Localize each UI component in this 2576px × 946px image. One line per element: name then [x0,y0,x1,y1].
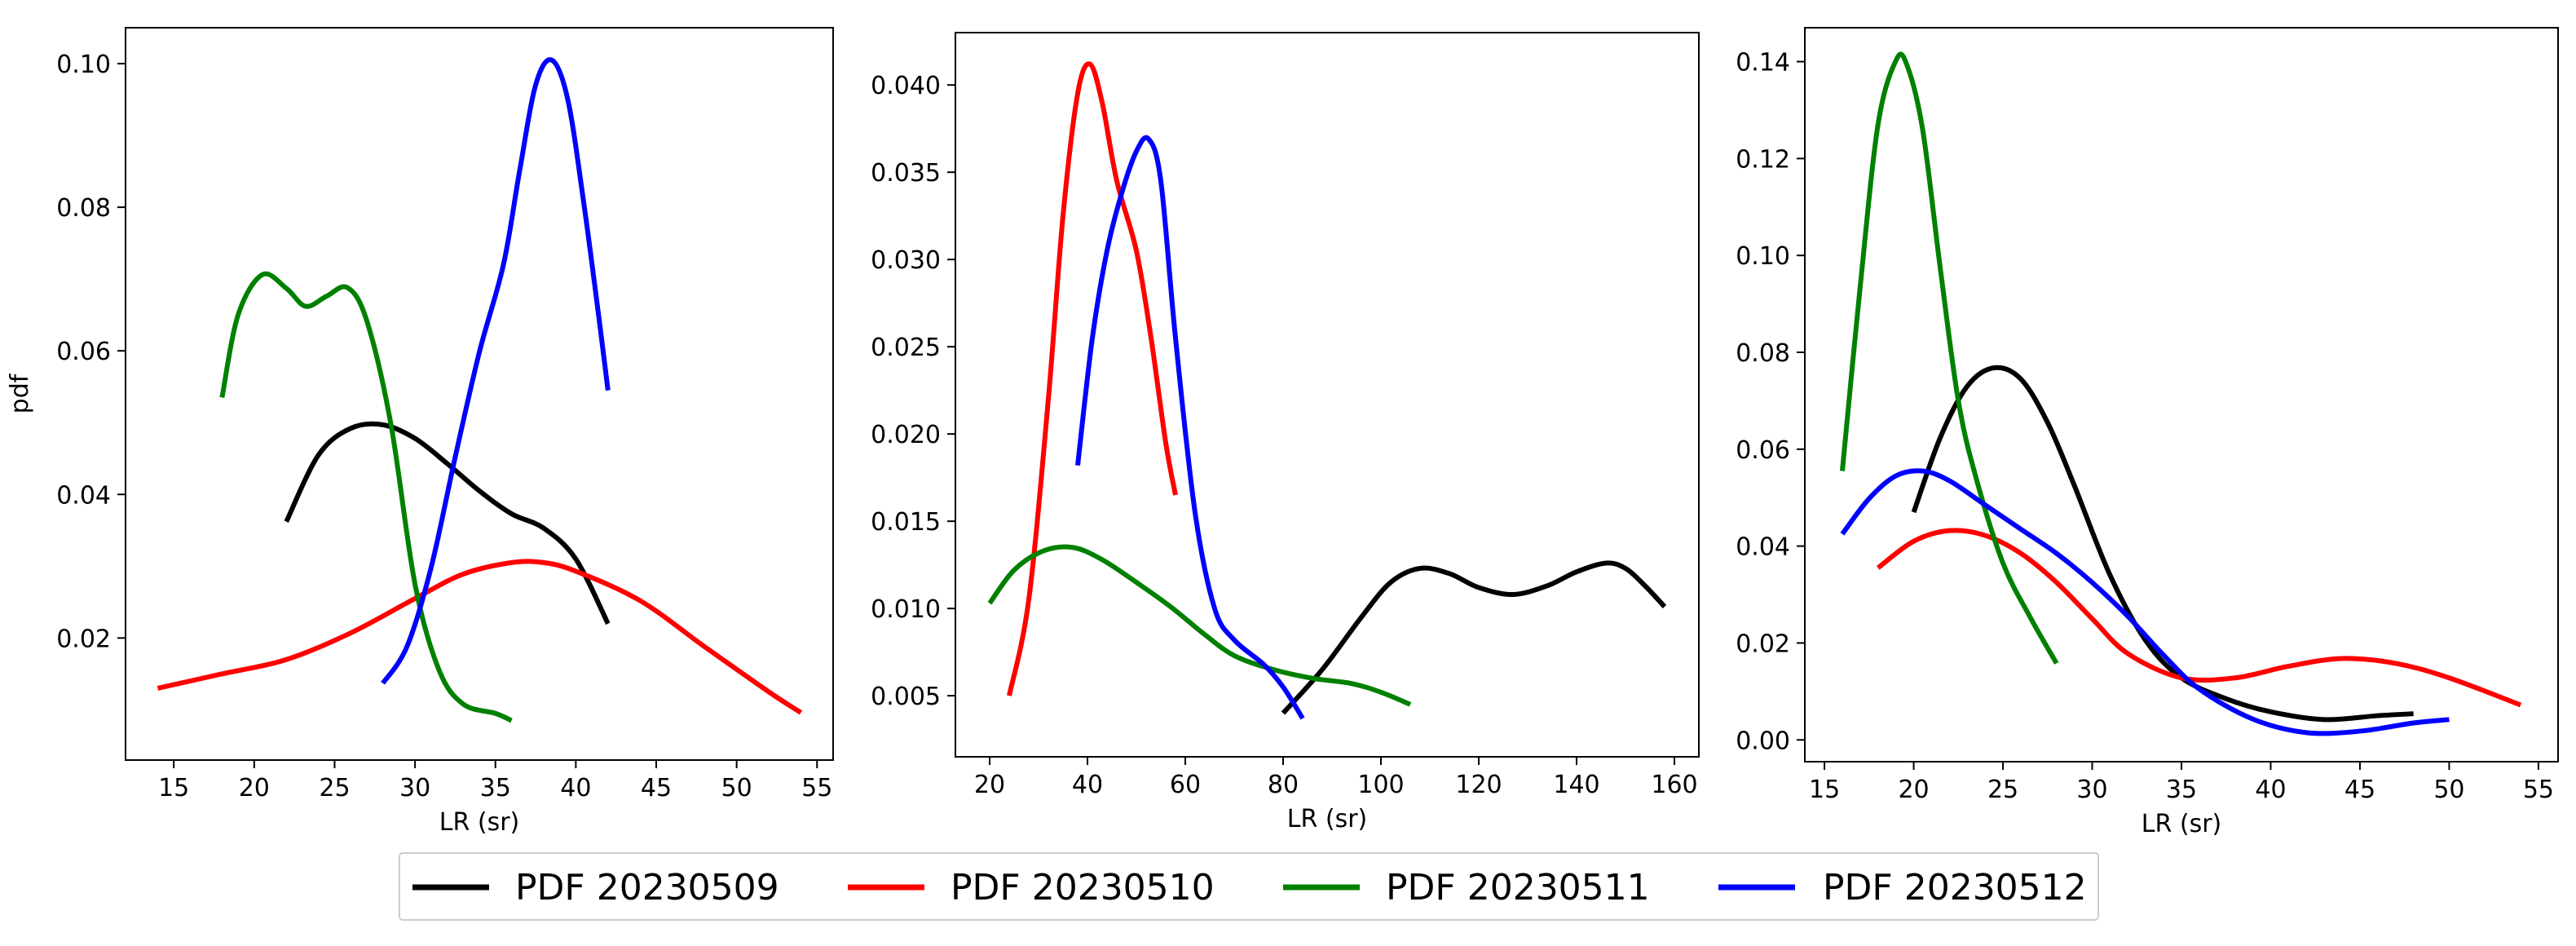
x-tick-label: 35 [480,774,511,802]
x-tick-label: 30 [2076,776,2107,804]
y-tick-label: 0.015 [871,508,941,537]
series-group [157,57,803,723]
x-tick-label: 35 [2166,776,2197,804]
y-tick-label: 0.005 [871,683,941,711]
x-tick-label: 20 [974,771,1005,799]
x-tick-label: 80 [1268,771,1299,799]
x-tick-label: 25 [1987,776,2018,804]
y-tick-label: 0.030 [871,246,941,275]
series-line [1839,51,2059,665]
legend-entry: PDF 20230511 [1283,867,1650,908]
x-tick-label: 15 [1809,776,1840,804]
series-line [1876,528,2522,708]
legend: PDF 20230509 PDF 20230510 PDF 20230511 P… [399,852,2099,921]
legend-label: PDF 20230512 [1823,867,2087,908]
y-tick-label: 0.020 [871,421,941,449]
x-tick-label: 20 [1898,776,1929,804]
chart-panels: 15 20 25 30 35 40 45 50 55 0.02 0.04 0.06 0.08 0.10 LR… [6,27,2559,838]
y-axis-label: pdf [6,373,34,413]
x-tick-label: 20 [239,774,270,802]
axes-frame [125,27,834,761]
series-line [284,421,611,626]
y-tick-label: 0.04 [56,481,111,510]
legend-entry: PDF 20230509 [412,867,779,908]
series-line [381,57,611,685]
legend-label: PDF 20230511 [1386,867,1650,908]
x-tick-label: 40 [1072,771,1103,799]
x-tick-label: 50 [721,774,752,802]
x-tick-label: 15 [158,774,189,802]
series-line [1911,365,2414,723]
x-tick-label: 55 [801,774,832,802]
legend-entry: PDF 20230512 [1718,867,2087,908]
y-tick-label: 0.12 [1736,145,1790,174]
x-tick-label: 40 [560,774,591,802]
axes-frame [1804,27,2559,763]
x-tick-label: 60 [1170,771,1201,799]
axes-frame [955,32,1700,758]
legend-frame [399,852,2099,921]
y-tick-label: 0.02 [1736,630,1790,658]
series-line [1840,468,2450,736]
x-axis-label: LR (sr) [1287,805,1367,833]
x-tick-label: 25 [319,774,350,802]
x-tick-label: 160 [1651,771,1697,799]
y-tick-label: 0.06 [56,338,111,366]
y-tick-label: 0.00 [1736,727,1790,755]
x-tick-label: 30 [399,774,430,802]
x-tick-label: 50 [2433,776,2464,804]
legend-entry: PDF 20230510 [848,867,1215,908]
x-tick-label: 120 [1455,771,1502,799]
y-tick-label: 0.010 [871,595,941,624]
x-tick-label: 55 [2523,776,2554,804]
y-tick-label: 0.06 [1736,436,1790,465]
chart-panel: 20 40 60 80 100 120 140 160 0.005 0.010 0.015 0.020… [871,32,1700,833]
x-tick-label: 40 [2255,776,2286,804]
series-line [1007,61,1178,696]
y-tick-label: 0.02 [56,625,111,653]
series-line [1075,135,1305,720]
series-line [987,544,1412,707]
y-tick-label: 0.025 [871,334,941,362]
x-tick-label: 100 [1357,771,1404,799]
y-tick-label: 0.035 [871,159,941,188]
x-axis-label: LR (sr) [2142,810,2221,838]
y-tick-label: 0.04 [1736,533,1790,562]
y-tick-label: 0.08 [56,194,111,223]
legend-label: PDF 20230510 [951,867,1215,908]
y-tick-label: 0.08 [1736,339,1790,368]
series-line [157,559,803,715]
chart-panel: 15 20 25 30 35 40 45 50 55 0.02 0.04 0.06 0.08 0.10 LR… [6,27,834,837]
x-tick-label: 45 [2344,776,2375,804]
legend-label: PDF 20230509 [515,867,779,908]
series-line [1281,560,1667,715]
x-axis-label: LR (sr) [439,808,519,837]
x-tick-label: 45 [641,774,672,802]
series-group [987,61,1667,720]
series-group [1839,51,2522,736]
y-tick-label: 0.14 [1736,49,1790,77]
y-tick-label: 0.040 [871,72,941,100]
y-tick-label: 0.10 [56,51,111,79]
x-tick-label: 140 [1553,771,1599,799]
y-tick-label: 0.10 [1736,242,1790,271]
series-line [219,271,513,723]
chart-panel: 15 20 25 30 35 40 45 50 55 0.00 0.02 0.04 0.06 0.08 0.… [1736,27,2559,838]
